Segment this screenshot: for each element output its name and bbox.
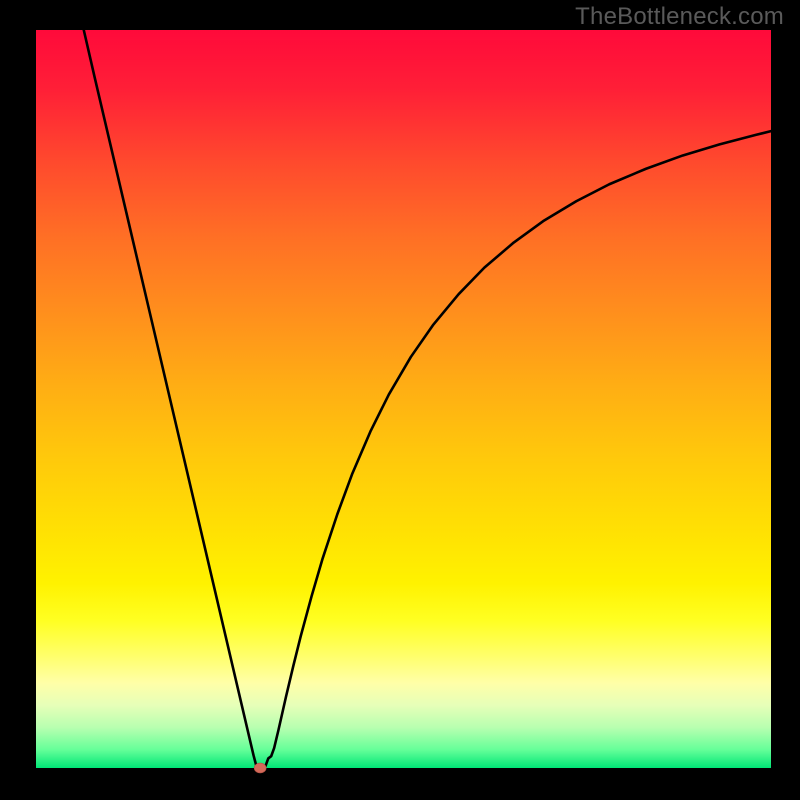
curve-path <box>84 30 771 768</box>
plot-frame <box>36 30 771 768</box>
bottleneck-curve <box>36 30 771 768</box>
chart-container: TheBottleneck.com <box>0 0 800 800</box>
minimum-marker <box>254 763 266 773</box>
watermark-text: TheBottleneck.com <box>575 3 784 31</box>
